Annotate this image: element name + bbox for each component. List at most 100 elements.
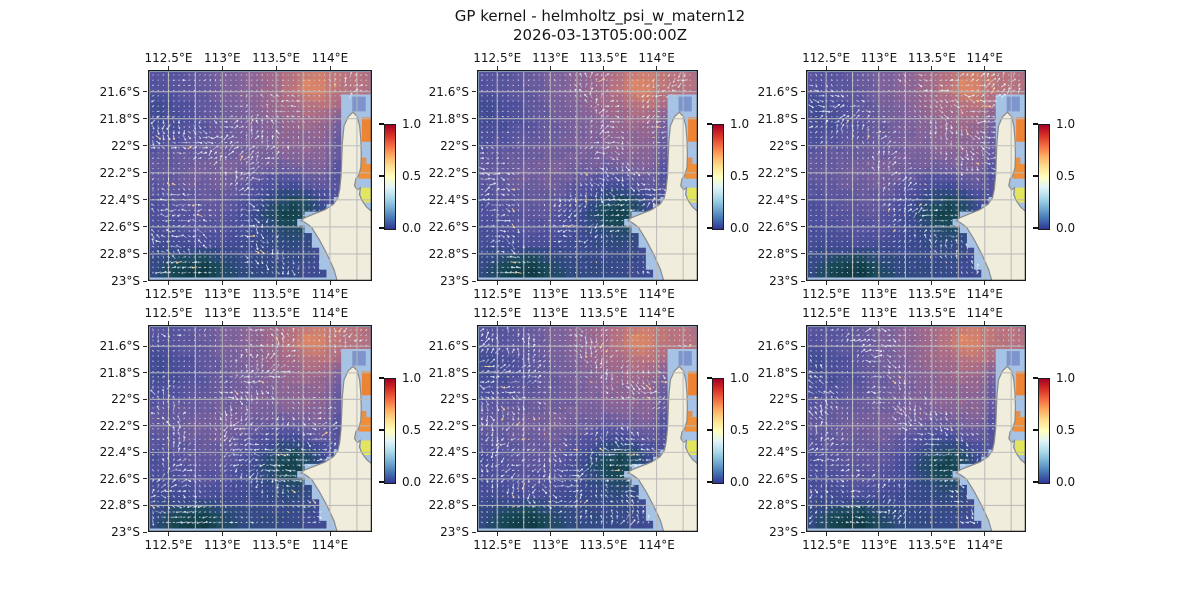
colorbar-tick-label: 0.0 [730, 221, 750, 235]
axis-tick-mark [549, 321, 551, 325]
axis-tick-mark [472, 531, 476, 533]
map-canvas-r1c0 [148, 325, 372, 532]
x-tick-label: 113.5°E [579, 538, 628, 552]
y-tick-label: 21.6°S [99, 339, 140, 354]
y-tick-label: 21.8°S [99, 365, 140, 380]
colorbar-tick-label: 0.5 [1056, 423, 1076, 437]
axis-tick-mark [472, 280, 476, 282]
colorbar-tick-label: 0.0 [402, 221, 422, 235]
y-tick-label: 21.6°S [428, 84, 469, 99]
axis-tick-mark [143, 172, 147, 174]
x-tick-label: 113.5°E [907, 306, 956, 320]
axis-tick-mark [143, 372, 147, 374]
axis-tick-mark [801, 199, 805, 201]
x-tick-label: 113°E [532, 306, 569, 320]
axis-tick-mark [143, 118, 147, 120]
x-tick-label: 113°E [204, 51, 241, 65]
y-tick-label: 23°S [111, 274, 140, 288]
axis-tick-mark [329, 532, 331, 536]
colorbar-tick [707, 227, 712, 229]
y-tick-label: 21.8°S [757, 111, 798, 126]
x-tick-label: 113.5°E [907, 51, 956, 65]
x-tick-label: 113°E [860, 287, 898, 301]
y-tick-label: 21.8°S [757, 365, 798, 380]
axis-tick-mark [143, 398, 147, 400]
axis-tick-mark [472, 172, 476, 174]
axis-tick-mark [143, 280, 147, 282]
axis-tick-mark [825, 532, 827, 536]
x-tick-label: 112.5°E [473, 306, 522, 320]
y-tick-label: 21.6°S [757, 84, 798, 99]
y-tick-label: 22.4°S [428, 445, 469, 460]
axis-tick-mark [801, 118, 805, 120]
colorbar-tick-label: 1.0 [730, 371, 750, 385]
axis-tick-mark [825, 281, 827, 285]
axis-tick-mark [329, 321, 331, 325]
colorbar-tick [1033, 227, 1038, 229]
map-canvas-r0c2 [806, 70, 1026, 281]
y-tick-label: 21.6°S [757, 339, 798, 354]
axis-tick-mark [656, 532, 658, 536]
x-tick-label: 114°E [966, 287, 1004, 301]
x-tick-label: 113.5°E [252, 287, 301, 301]
axis-tick-mark [801, 451, 805, 453]
axis-tick-mark [143, 253, 147, 255]
y-tick-label: 23°S [111, 525, 140, 539]
axis-tick-mark [801, 226, 805, 228]
y-tick-label: 22.6°S [428, 219, 469, 234]
axis-tick-mark [472, 199, 476, 201]
colorbar-tick-label: 1.0 [402, 117, 422, 131]
axis-tick-mark [549, 281, 551, 285]
y-tick-label: 22.6°S [757, 471, 798, 486]
axis-tick-mark [801, 478, 805, 480]
axis-tick-mark [801, 91, 805, 93]
colorbar-tick-label: 1.0 [730, 117, 750, 131]
x-tick-label: 113.5°E [252, 538, 301, 552]
colorbar-tick-label: 0.0 [1056, 221, 1076, 235]
x-tick-label: 113°E [860, 538, 898, 552]
colorbar-tick-label: 0.5 [402, 423, 422, 437]
axis-tick-mark [329, 281, 331, 285]
map-canvas-r1c1 [477, 325, 698, 532]
axis-tick-mark [275, 321, 277, 325]
x-tick-label: 113°E [532, 51, 569, 65]
y-tick-label: 22.6°S [99, 219, 140, 234]
axis-tick-mark [143, 145, 147, 147]
axis-tick-mark [472, 226, 476, 228]
x-tick-label: 113°E [204, 287, 241, 301]
axis-tick-mark [143, 451, 147, 453]
colorbar-tick [379, 429, 384, 431]
axis-tick-mark [143, 531, 147, 533]
axis-tick-mark [801, 345, 805, 347]
colorbar-tick [707, 481, 712, 483]
axis-tick-mark [656, 66, 658, 70]
colorbar-tick [1033, 429, 1038, 431]
x-tick-label: 112.5°E [802, 306, 851, 320]
x-tick-label: 114°E [966, 538, 1004, 552]
x-tick-label: 114°E [311, 51, 349, 65]
colorbar-tick-label: 1.0 [402, 371, 422, 385]
x-tick-label: 112.5°E [473, 287, 522, 301]
x-tick-label: 114°E [638, 306, 675, 320]
y-tick-label: 22.6°S [757, 219, 798, 234]
colorbar-tick [1033, 481, 1038, 483]
y-tick-label: 22°S [769, 138, 798, 153]
axis-tick-mark [801, 253, 805, 255]
axis-tick-mark [602, 66, 604, 70]
axis-tick-mark [931, 281, 933, 285]
axis-tick-mark [472, 478, 476, 480]
axis-tick-mark [878, 532, 880, 536]
axis-tick-mark [656, 281, 658, 285]
y-tick-label: 22.8°S [757, 246, 798, 261]
axis-tick-mark [496, 66, 498, 70]
y-tick-label: 22.8°S [428, 246, 469, 261]
colorbar-tick-label: 0.0 [730, 475, 750, 489]
y-tick-label: 21.8°S [428, 111, 469, 126]
x-tick-label: 113.5°E [252, 51, 301, 65]
y-tick-label: 22.8°S [99, 246, 140, 261]
y-tick-label: 22.2°S [428, 418, 469, 433]
x-tick-label: 113°E [860, 51, 898, 65]
y-tick-label: 22.8°S [428, 498, 469, 513]
y-tick-label: 21.8°S [428, 365, 469, 380]
